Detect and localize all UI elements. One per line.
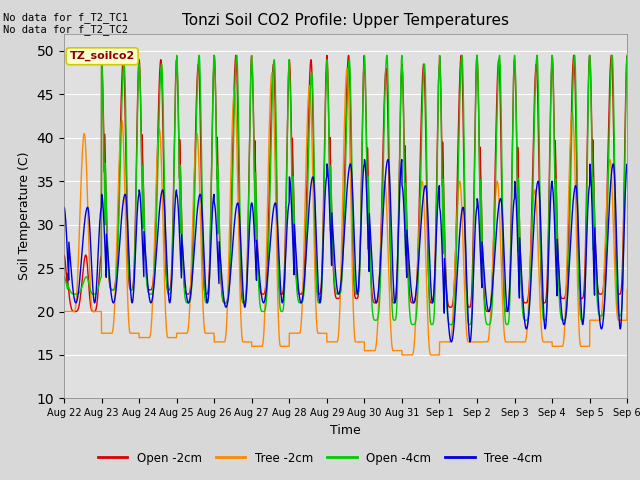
Open -4cm xyxy=(301,285,308,290)
Line: Tree -4cm: Tree -4cm xyxy=(64,159,627,342)
Tree -4cm xyxy=(447,339,455,345)
Open -4cm xyxy=(124,248,132,253)
X-axis label: Time: Time xyxy=(330,424,361,437)
Text: No data for f_T2_TC1
No data for f_T2_TC2: No data for f_T2_TC1 No data for f_T2_TC… xyxy=(3,12,128,36)
Open -2cm xyxy=(71,309,79,314)
Open -2cm xyxy=(612,272,620,278)
Open -2cm xyxy=(60,252,68,258)
Tree -4cm xyxy=(124,235,132,240)
Tree -2cm xyxy=(158,168,166,174)
Tree -4cm xyxy=(384,156,392,162)
Open -4cm xyxy=(276,304,284,310)
Text: TZ_soilco2: TZ_soilco2 xyxy=(70,51,135,61)
Line: Open -2cm: Open -2cm xyxy=(64,55,627,312)
Tree -2cm xyxy=(124,310,132,315)
Tree -2cm xyxy=(276,342,284,348)
Tree -4cm xyxy=(612,233,620,239)
Tree -4cm xyxy=(623,165,631,171)
Line: Open -4cm: Open -4cm xyxy=(64,55,627,324)
Title: Tonzi Soil CO2 Profile: Upper Temperatures: Tonzi Soil CO2 Profile: Upper Temperatur… xyxy=(182,13,509,28)
Tree -2cm xyxy=(343,66,351,72)
Tree -4cm xyxy=(301,277,308,283)
Tree -2cm xyxy=(301,230,308,236)
Open -2cm xyxy=(623,57,631,62)
Tree -2cm xyxy=(398,352,406,358)
Open -2cm xyxy=(158,73,166,79)
Open -4cm xyxy=(552,239,559,245)
Open -2cm xyxy=(552,155,559,161)
Tree -2cm xyxy=(623,287,631,293)
Tree -4cm xyxy=(60,204,68,210)
Open -4cm xyxy=(158,61,166,67)
Legend: Open -2cm, Tree -2cm, Open -4cm, Tree -4cm: Open -2cm, Tree -2cm, Open -4cm, Tree -4… xyxy=(93,447,547,469)
Tree -4cm xyxy=(276,274,284,280)
Line: Tree -2cm: Tree -2cm xyxy=(64,69,627,355)
Tree -2cm xyxy=(612,304,620,310)
Open -2cm xyxy=(276,290,284,296)
Open -4cm xyxy=(60,274,68,280)
Open -4cm xyxy=(623,52,631,58)
Tree -4cm xyxy=(552,260,559,266)
Tree -4cm xyxy=(158,190,166,195)
Tree -2cm xyxy=(60,309,68,314)
Open -2cm xyxy=(125,269,132,275)
Open -2cm xyxy=(607,52,615,58)
Open -2cm xyxy=(301,263,308,268)
Tree -2cm xyxy=(552,343,559,349)
Open -4cm xyxy=(484,322,492,327)
Y-axis label: Soil Temperature (C): Soil Temperature (C) xyxy=(18,152,31,280)
Open -4cm xyxy=(612,266,620,272)
